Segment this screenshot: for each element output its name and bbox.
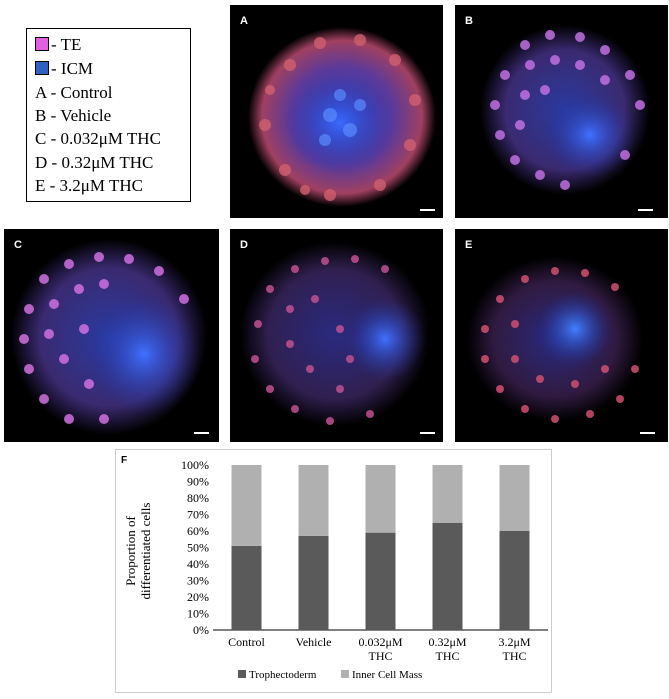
x-tick-label: THC bbox=[436, 649, 460, 663]
micrograph-panel-a: A bbox=[230, 5, 443, 218]
panel-b-image bbox=[480, 25, 650, 195]
y-tick-label: 100% bbox=[181, 458, 209, 472]
legend-row-b: B - Vehicle bbox=[35, 106, 112, 125]
legend-icm-label: - ICM bbox=[51, 59, 94, 78]
x-tick-label: Vehicle bbox=[296, 635, 332, 649]
y-tick-label: 80% bbox=[187, 491, 209, 505]
x-tick-label: Control bbox=[228, 635, 265, 649]
y-tick-label: 60% bbox=[187, 524, 209, 538]
x-tick-label: 0.32μM bbox=[428, 635, 466, 649]
legend-row-te: - TE bbox=[35, 35, 81, 55]
panel-e-image bbox=[467, 257, 643, 423]
micrograph-panel-b: B bbox=[455, 5, 668, 218]
legend-trophectoderm-label: Trophectoderm bbox=[249, 669, 317, 681]
y-tick-label: 50% bbox=[187, 541, 209, 555]
micrograph-panel-e: E bbox=[455, 229, 668, 442]
chart-letter: F bbox=[121, 455, 128, 466]
bar-inner-cell-mass bbox=[432, 465, 463, 523]
panel-e-letter: E bbox=[465, 239, 473, 251]
bar-trophectoderm bbox=[499, 531, 530, 630]
icm-legend-swatch bbox=[341, 670, 349, 678]
panel-a-image bbox=[248, 27, 436, 207]
y-tick-label: 40% bbox=[187, 557, 209, 571]
legend-row-d: D - 0.32μM THC bbox=[35, 153, 154, 172]
y-tick-label: 90% bbox=[187, 475, 209, 489]
bar-inner-cell-mass bbox=[298, 465, 329, 536]
panel-e-scale-bar bbox=[640, 432, 655, 434]
chart-plot: 0% 10% 20% 30% 40% 50% 60% 70% 80% 90% 100% Control… bbox=[181, 458, 548, 663]
bar-trophectoderm bbox=[231, 545, 262, 630]
y-tick-label: 20% bbox=[187, 590, 209, 604]
legend-icm-label: Inner Cell Mass bbox=[352, 669, 423, 681]
y-tick-label: 10% bbox=[187, 607, 209, 621]
panel-b-letter: B bbox=[465, 15, 473, 27]
panel-a-scale-bar bbox=[420, 209, 435, 211]
bar-trophectoderm bbox=[432, 522, 463, 630]
panel-c-letter: C bbox=[14, 239, 22, 251]
x-tick-label: 3.2μM bbox=[498, 635, 530, 649]
legend-trophectoderm: Trophectoderm bbox=[238, 669, 316, 681]
panel-d-scale-bar bbox=[420, 432, 435, 434]
te-swatch bbox=[35, 37, 49, 51]
legend-row-a: A - Control bbox=[35, 83, 113, 102]
panel-c-scale-bar bbox=[194, 432, 209, 434]
legend-inner-cell-mass: Inner Cell Mass bbox=[341, 669, 422, 681]
legend-row-icm: - ICM bbox=[35, 59, 93, 79]
bar-trophectoderm bbox=[365, 532, 396, 630]
y-tick-label: 0% bbox=[193, 623, 209, 637]
micrograph-panel-c: C bbox=[4, 229, 219, 442]
stacked-bar-chart: F Proportion of differentiated cells 0% 1… bbox=[115, 449, 552, 693]
panel-b-scale-bar bbox=[638, 209, 653, 211]
y-tick-label: 30% bbox=[187, 574, 209, 588]
legend-te-label: - TE bbox=[51, 35, 82, 54]
panel-c-image bbox=[11, 239, 207, 435]
figure-legend: - TE - ICM A - Control B - Vehicle C - 0… bbox=[26, 28, 191, 202]
panel-d-image bbox=[240, 242, 430, 426]
legend-row-c: C - 0.032μM THC bbox=[35, 129, 161, 148]
panel-d-letter: D bbox=[240, 239, 248, 251]
icm-swatch bbox=[35, 61, 49, 75]
legend-row-e: E - 3.2μM THC bbox=[35, 176, 143, 195]
x-tick-label: THC bbox=[503, 649, 527, 663]
panel-a-letter: A bbox=[240, 15, 248, 27]
y-tick-label: 70% bbox=[187, 508, 209, 522]
x-tick-label: 0.032μM bbox=[358, 635, 402, 649]
bar-inner-cell-mass bbox=[499, 465, 530, 531]
micrograph-panel-d: D bbox=[230, 229, 443, 442]
trophectoderm-swatch bbox=[238, 670, 246, 678]
bar-trophectoderm bbox=[298, 535, 329, 630]
x-tick-label: THC bbox=[369, 649, 393, 663]
bar-inner-cell-mass bbox=[365, 465, 396, 533]
bar-inner-cell-mass bbox=[231, 465, 262, 546]
